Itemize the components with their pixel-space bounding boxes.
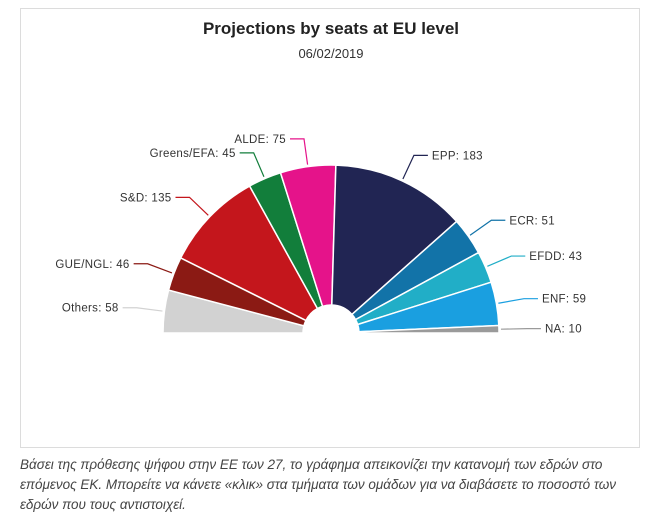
leader-line-s-d [175,196,209,216]
label-s-d: S&D: 135 [120,192,172,204]
slice-epp[interactable] [331,164,458,316]
label-others: Others: 58 [62,303,119,315]
leader-line-efdd [487,255,526,267]
chart-card: Projections by seats at EU level 06/02/2… [20,8,640,448]
leader-line-alde [290,138,309,165]
leader-line-others [122,307,163,312]
chart-title: Projections by seats at EU level [202,19,460,38]
chart-caption: Βάσει της πρόθεσης ψήφου στην ΕΕ των 27,… [20,457,617,512]
leader-line-greens-efa [239,152,265,178]
label-greens-efa: Greens/EFA: 45 [150,148,236,160]
slice-na[interactable] [358,324,500,334]
leader-line-na [500,328,541,330]
label-na: NA: 10 [545,324,582,336]
parliament-chart: Others: 58 GUE/NGL: 46 S&D: 135 Greens/EFA:… [55,134,586,336]
label-enf: ENF: 59 [542,294,586,306]
label-alde: ALDE: 75 [234,134,286,146]
slice-s-d[interactable] [179,185,319,322]
label-epp: EPP: 183 [432,150,483,162]
chart-subtitle: 06/02/2019 [298,46,364,61]
label-gue-ngl: GUE/NGL: 46 [55,259,129,271]
leader-line-ecr [469,219,506,236]
leader-line-enf [498,298,538,304]
label-efdd: EFDD: 43 [529,251,582,263]
label-ecr: ECR: 51 [509,215,555,227]
leader-line-epp [402,154,428,180]
leader-line-gue-ngl [133,263,173,274]
